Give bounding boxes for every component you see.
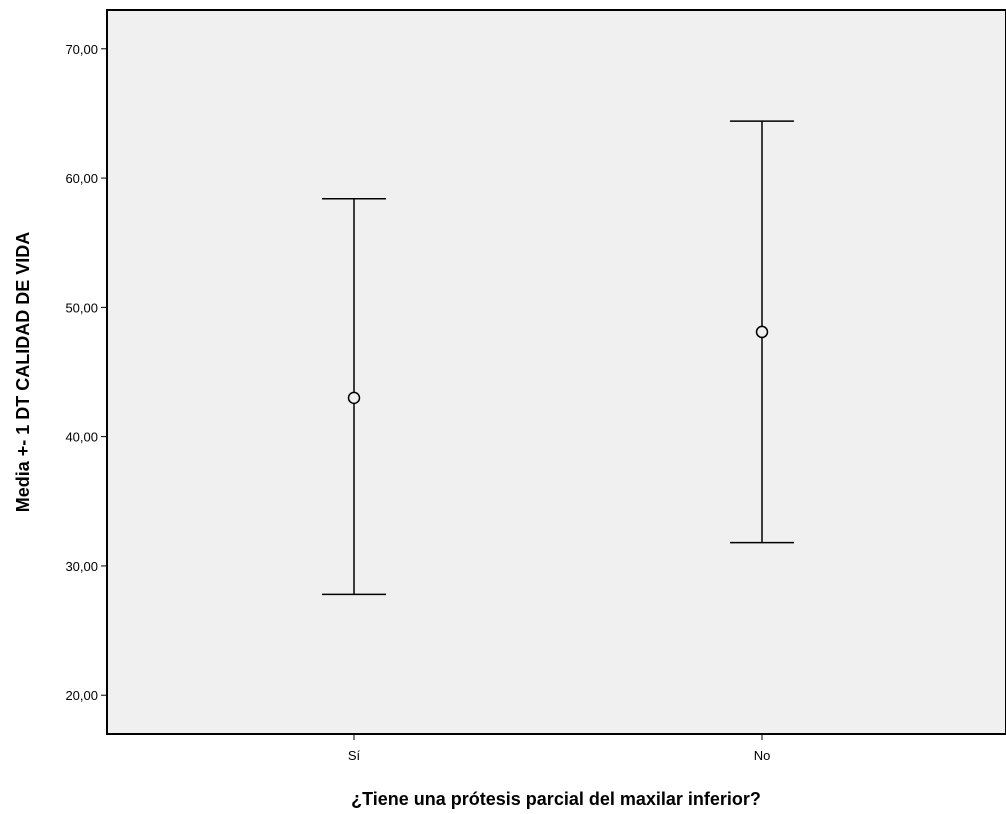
plot-area bbox=[106, 9, 1006, 735]
y-tick-label: 50,00 bbox=[65, 300, 98, 315]
x-tick-label: Sí bbox=[348, 748, 361, 763]
y-axis-title: Media +- 1 DT CALIDAD DE VIDA bbox=[13, 232, 33, 513]
x-axis: Sí No bbox=[348, 734, 770, 763]
y-tick-label: 70,00 bbox=[65, 42, 98, 57]
y-tick-label: 60,00 bbox=[65, 171, 98, 186]
y-tick-label: 30,00 bbox=[65, 559, 98, 574]
y-axis: 20,00 30,00 40,00 50,00 60,00 70,00 bbox=[65, 42, 107, 703]
y-tick-label: 20,00 bbox=[65, 688, 98, 703]
x-axis-title: ¿Tiene una prótesis parcial del maxilar … bbox=[351, 789, 761, 809]
error-bars bbox=[322, 120, 794, 596]
x-tick-label: No bbox=[754, 748, 771, 763]
mean-marker bbox=[755, 325, 769, 339]
mean-marker bbox=[347, 391, 361, 405]
y-tick-label: 40,00 bbox=[65, 430, 98, 445]
